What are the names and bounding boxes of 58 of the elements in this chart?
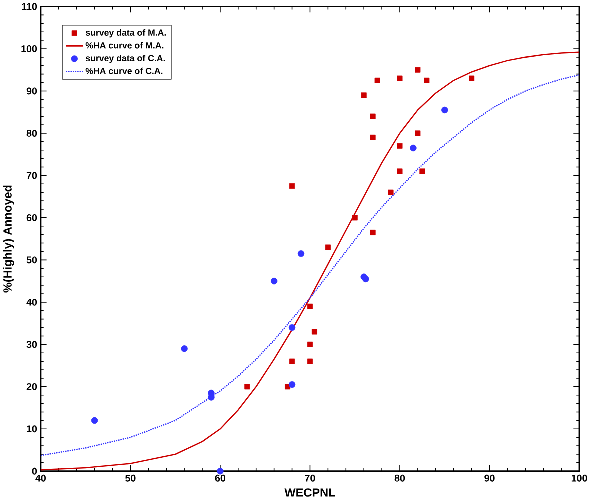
y-tick-label: 10	[27, 426, 38, 433]
y-tick-label: 80	[26, 130, 38, 137]
point	[244, 384, 250, 390]
y-tick-label: 50	[26, 256, 38, 264]
y-tick-label: 30	[26, 341, 38, 348]
point	[370, 230, 376, 236]
point	[397, 76, 403, 82]
point	[442, 106, 448, 114]
x-tick-label: 40	[36, 474, 46, 482]
legend-label: %HA curve of C.A.	[86, 68, 163, 74]
point	[424, 78, 430, 84]
y-tick-label: 60	[26, 214, 38, 222]
legend-label: %HA curve of M.A.	[86, 42, 164, 49]
point	[397, 143, 403, 149]
y-tick-label: 110	[22, 3, 38, 10]
point	[288, 381, 296, 388]
point	[370, 114, 376, 120]
point	[312, 329, 318, 335]
point	[397, 168, 403, 174]
x-tick-label: 100	[572, 474, 588, 482]
point	[298, 250, 305, 258]
point	[270, 278, 278, 285]
point	[307, 304, 313, 310]
y-tick-label: 40	[26, 298, 38, 306]
x-tick-label: 60	[215, 474, 226, 482]
point	[217, 468, 224, 475]
point	[290, 358, 296, 364]
point	[410, 144, 417, 152]
point	[288, 324, 296, 332]
point	[325, 244, 331, 250]
y-tick-label: 70	[26, 172, 38, 180]
x-tick-label: 50	[126, 474, 136, 482]
legend-label: survey data of M.A.	[86, 29, 166, 38]
point	[420, 168, 426, 174]
point	[415, 67, 421, 73]
y-tick-label: 90	[26, 88, 38, 95]
y-tick-label: 100	[22, 45, 38, 52]
point	[352, 215, 358, 221]
x-tick-label: 80	[394, 474, 406, 482]
y-tick-label: 20	[26, 383, 38, 390]
point	[290, 183, 296, 189]
point	[361, 92, 367, 98]
point	[208, 390, 215, 396]
legend-label: survey data of C.A.	[86, 54, 166, 64]
point	[307, 342, 313, 348]
point	[91, 417, 98, 424]
point	[374, 78, 380, 84]
point	[181, 345, 188, 352]
point	[388, 190, 394, 196]
x-tick-label: 70	[305, 474, 316, 482]
y-tick-label: 0	[32, 468, 38, 475]
x-tick-label: 90	[484, 474, 495, 482]
y-axis-title: %(Highly) Annoyed	[3, 186, 14, 293]
x-axis-title: WECPNL	[284, 488, 336, 497]
point	[415, 130, 421, 136]
point	[370, 134, 376, 140]
point	[307, 358, 313, 364]
point	[469, 76, 475, 82]
